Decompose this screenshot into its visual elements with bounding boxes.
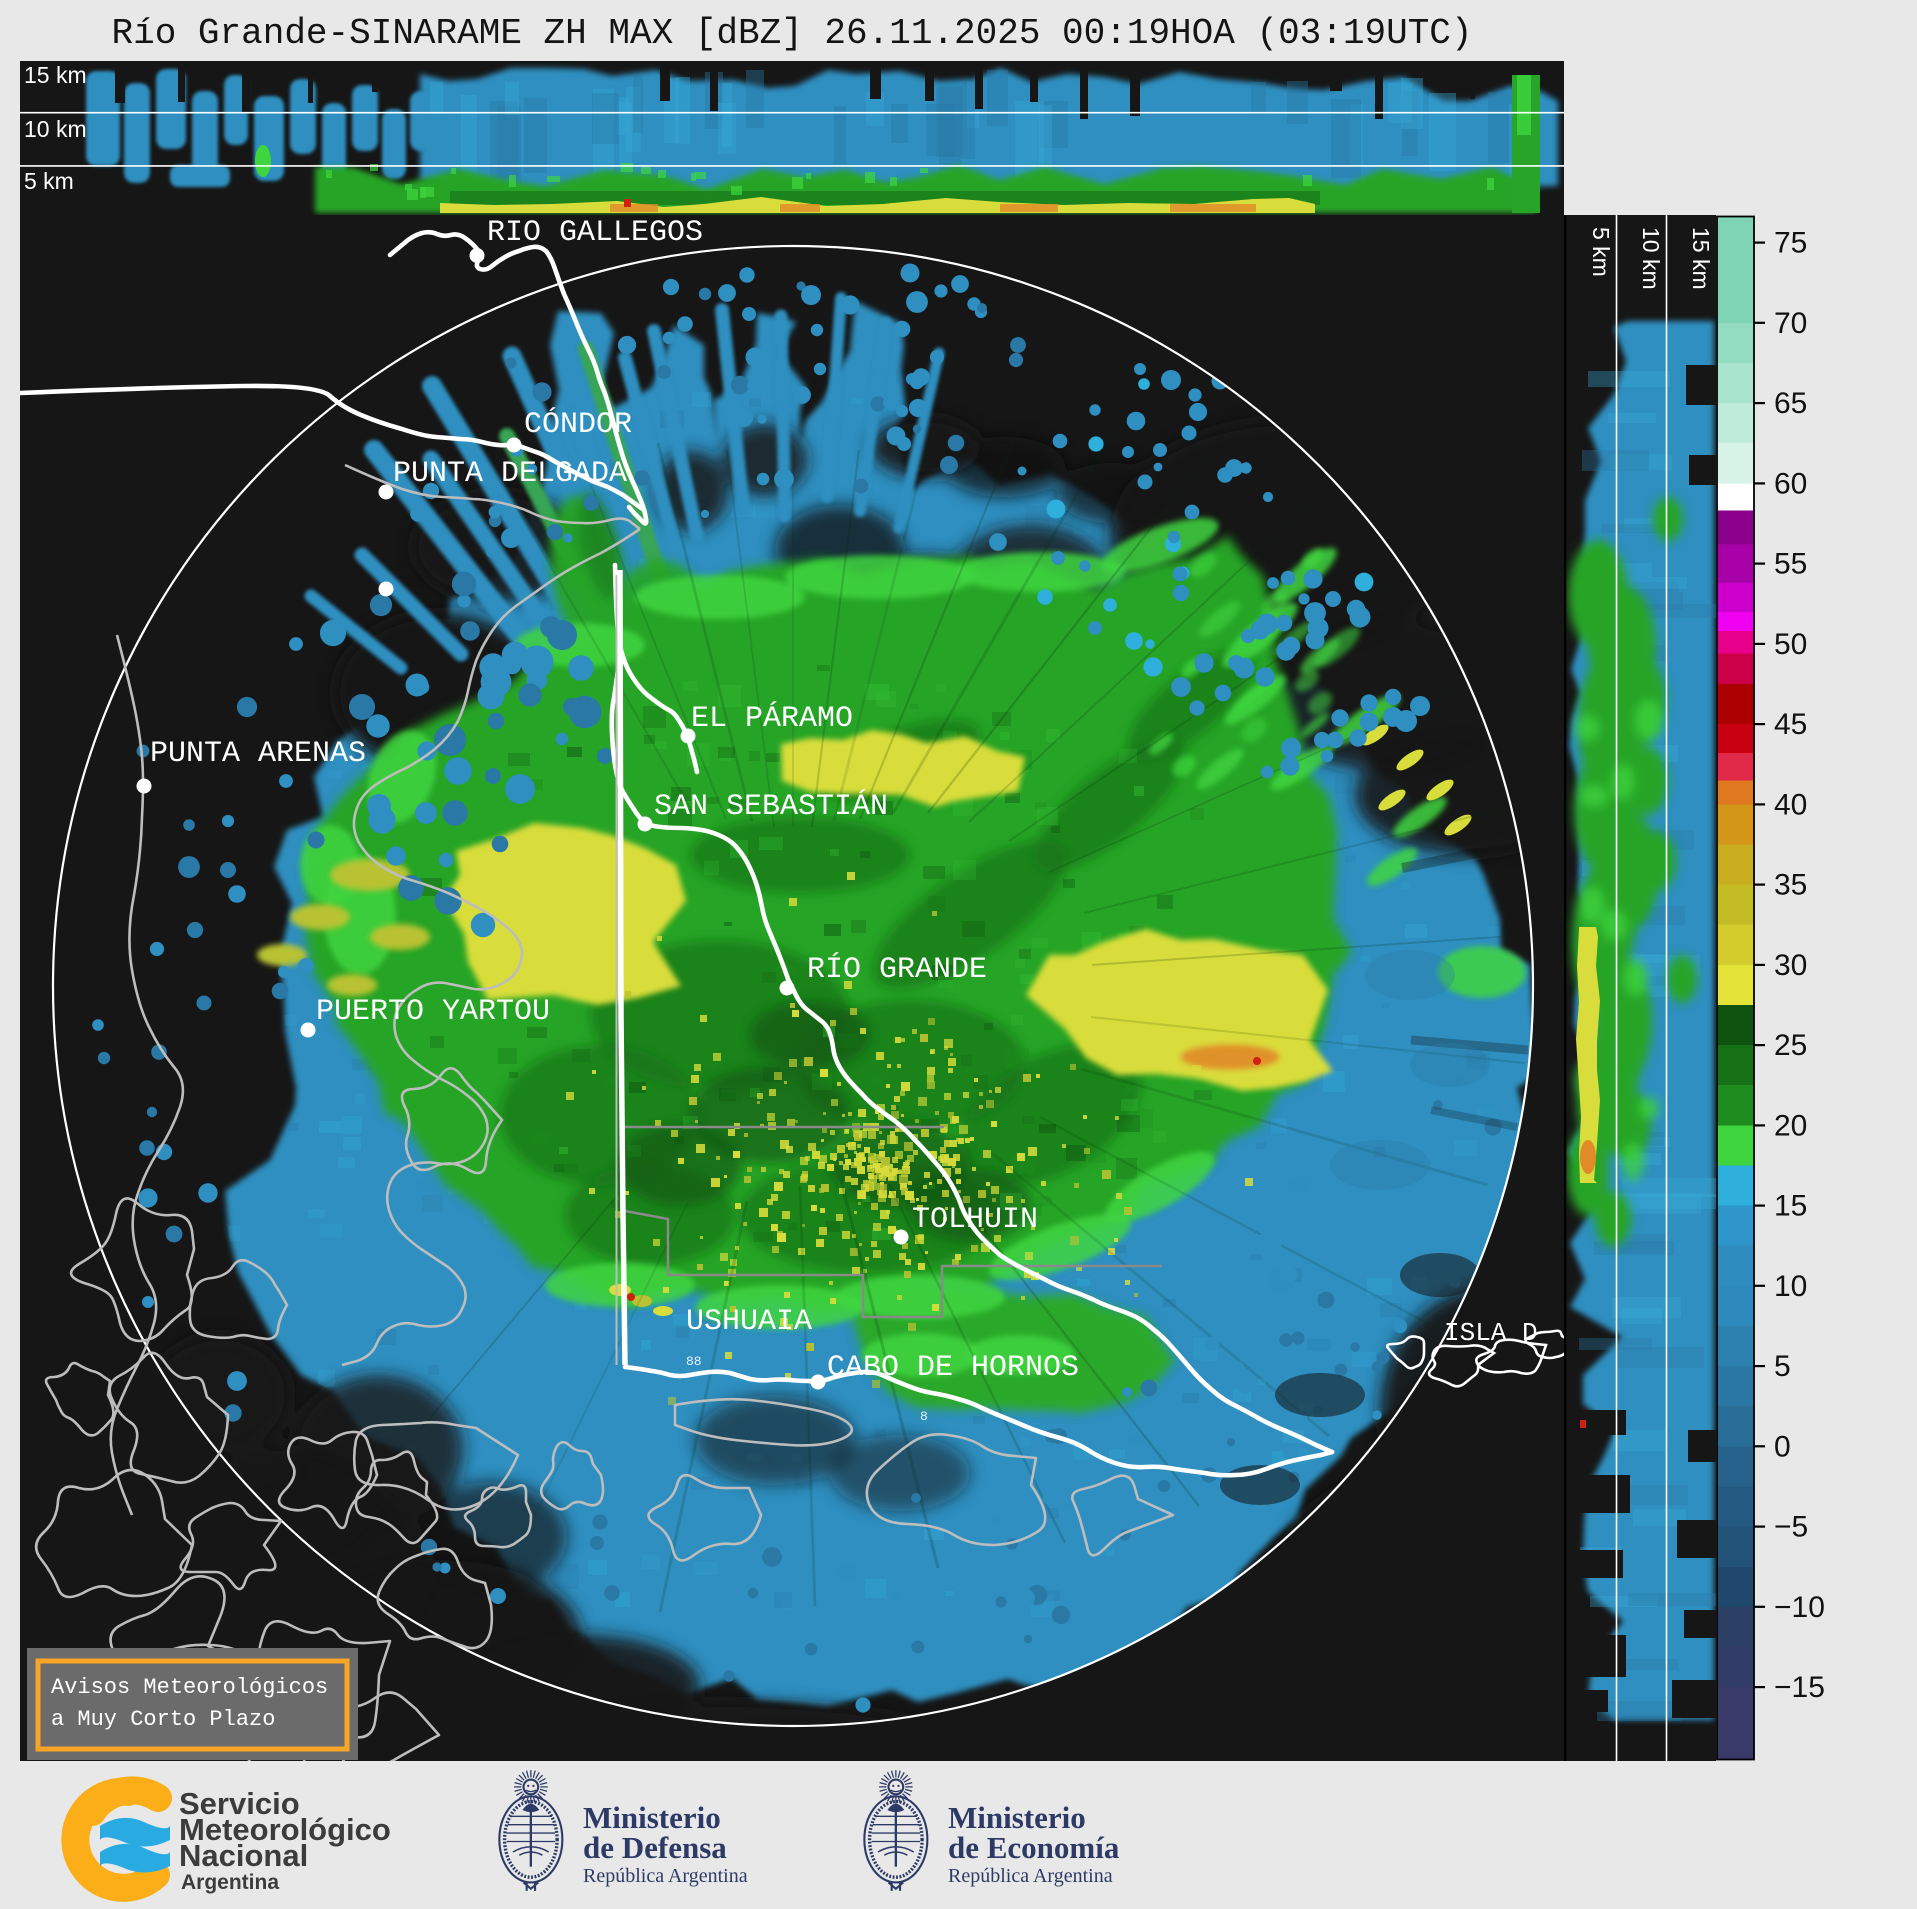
svg-text:10: 10: [1774, 1270, 1807, 1303]
svg-text:60: 60: [1774, 467, 1807, 500]
svg-text:30: 30: [1774, 949, 1807, 982]
svg-text:−15: −15: [1774, 1671, 1825, 1704]
svg-text:15 km: 15 km: [1688, 227, 1714, 290]
svg-text:70: 70: [1774, 307, 1807, 340]
svg-text:EL PÁRAMO: EL PÁRAMO: [691, 701, 853, 736]
svg-text:50: 50: [1774, 628, 1807, 661]
svg-text:55: 55: [1774, 548, 1807, 581]
svg-text:de Defensa: de Defensa: [583, 1830, 727, 1865]
svg-text:CABO DE HORNOS: CABO DE HORNOS: [827, 1351, 1079, 1385]
svg-text:0: 0: [1774, 1430, 1791, 1463]
svg-text:Argentina: Argentina: [181, 1871, 279, 1894]
svg-text:República Argentina: República Argentina: [948, 1865, 1113, 1887]
svg-text:5: 5: [1774, 1350, 1791, 1383]
svg-text:Servicio: Servicio: [179, 1786, 300, 1821]
svg-text:Nacional: Nacional: [179, 1838, 308, 1873]
svg-text:RIO GALLEGOS: RIO GALLEGOS: [487, 216, 703, 250]
svg-text:SAN SEBASTIÁN: SAN SEBASTIÁN: [654, 789, 888, 824]
svg-text:10 km: 10 km: [24, 116, 87, 142]
svg-text:Ministerio: Ministerio: [583, 1800, 721, 1835]
svg-text:PUERTO YARTOU: PUERTO YARTOU: [316, 995, 550, 1029]
svg-text:USHUAIA: USHUAIA: [686, 1305, 812, 1339]
svg-text:PUNTA ARENAS: PUNTA ARENAS: [150, 737, 366, 771]
svg-text:RÍO GRANDE: RÍO GRANDE: [807, 952, 987, 987]
svg-text:5 km: 5 km: [1588, 227, 1614, 277]
svg-text:25: 25: [1774, 1029, 1807, 1062]
svg-text:65: 65: [1774, 387, 1807, 420]
svg-text:de Economía: de Economía: [948, 1830, 1120, 1865]
svg-text:15 km: 15 km: [24, 62, 87, 88]
svg-text:8: 8: [920, 1409, 928, 1424]
svg-text:Meteorológico: Meteorológico: [179, 1812, 391, 1847]
svg-text:35: 35: [1774, 869, 1807, 902]
svg-text:20: 20: [1774, 1109, 1807, 1142]
svg-text:40: 40: [1774, 788, 1807, 821]
svg-text:PUNTA DELGADA: PUNTA DELGADA: [393, 457, 627, 491]
svg-text:TOLHUIN: TOLHUIN: [912, 1203, 1038, 1237]
svg-text:Avisos Meteorológicos: Avisos Meteorológicos: [51, 1675, 328, 1700]
svg-text:15: 15: [1774, 1190, 1807, 1223]
svg-text:88: 88: [686, 1354, 702, 1369]
svg-text:45: 45: [1774, 708, 1807, 741]
svg-text:CÓNDOR: CÓNDOR: [524, 407, 632, 442]
svg-text:75: 75: [1774, 227, 1807, 260]
svg-text:a Muy Corto Plazo: a Muy Corto Plazo: [51, 1707, 275, 1732]
svg-text:Ministerio: Ministerio: [948, 1800, 1086, 1835]
svg-text:República Argentina: República Argentina: [583, 1865, 748, 1887]
svg-text:10 km: 10 km: [1638, 227, 1664, 290]
svg-text:−10: −10: [1774, 1591, 1825, 1624]
svg-text:−5: −5: [1774, 1511, 1808, 1544]
svg-text:ISLA D: ISLA D: [1444, 1318, 1538, 1348]
svg-text:5 km: 5 km: [24, 168, 74, 194]
